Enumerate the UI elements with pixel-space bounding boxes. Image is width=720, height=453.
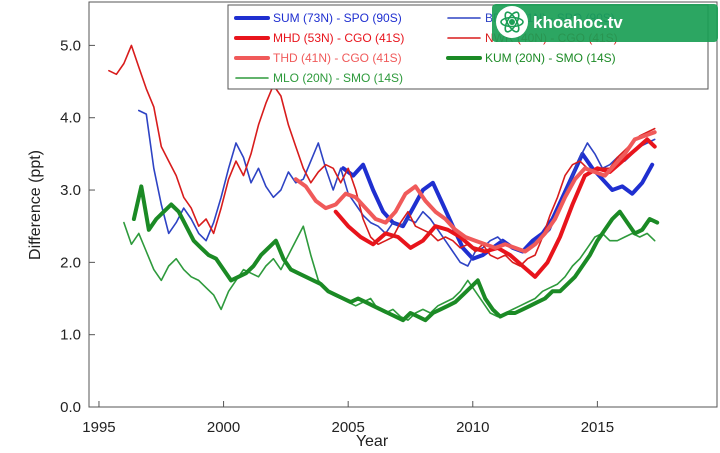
legend-entry: KUM (20N) - SMO (14S) [485, 51, 616, 65]
y-tick-label: 2.0 [60, 254, 81, 271]
y-tick-label: 1.0 [60, 327, 81, 344]
x-axis: 1995 2000 2005 2010 2015 [82, 401, 614, 436]
y-tick-label: 5.0 [60, 37, 81, 54]
y-tick-label: 0.0 [60, 399, 81, 416]
watermark: khoahoc.tv [492, 4, 718, 42]
watermark-bg [492, 4, 718, 42]
series-line-7 [131, 184, 660, 323]
plot-frame [88, 1, 718, 408]
series-line-4 [108, 44, 656, 267]
series-line-5 [293, 130, 657, 254]
legend-entry: THD (41N) - CGO (41S) [273, 51, 402, 65]
atom-logo-icon [496, 6, 528, 38]
series-line-2 [138, 109, 656, 267]
series-line-6 [123, 221, 656, 321]
legend-entry: MHD (53N) - CGO (41S) [273, 31, 404, 45]
series-layer [108, 44, 660, 323]
watermark-text: khoahoc.tv [533, 13, 623, 32]
y-tick-label: 3.0 [60, 182, 81, 199]
y-tick-label: 4.0 [60, 110, 81, 127]
x-tick-label: 2010 [456, 419, 489, 436]
x-axis-title: Year [356, 433, 389, 450]
legend-entry: MLO (20N) - SMO (14S) [273, 71, 403, 85]
x-tick-label: 1995 [82, 419, 115, 436]
legend-entry: SUM (73N) - SPO (90S) [273, 11, 402, 25]
x-tick-label: 2005 [331, 419, 364, 436]
x-tick-label: 2000 [207, 419, 240, 436]
x-tick-label: 2015 [581, 419, 614, 436]
y-axis-title: Difference (ppt) [27, 150, 44, 260]
y-axis: 0.0 1.0 2.0 3.0 4.0 5.0 [60, 37, 95, 416]
